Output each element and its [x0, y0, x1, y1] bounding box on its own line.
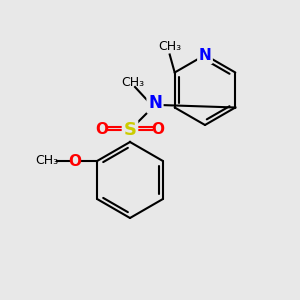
Text: O: O	[69, 154, 82, 169]
Text: N: N	[148, 94, 162, 112]
Text: CH₃: CH₃	[122, 76, 145, 89]
Text: O: O	[152, 122, 164, 137]
Text: CH₃: CH₃	[158, 40, 181, 53]
Text: S: S	[124, 121, 136, 139]
Text: CH₃: CH₃	[35, 154, 59, 167]
Text: N: N	[199, 47, 212, 62]
Text: O: O	[95, 122, 109, 137]
